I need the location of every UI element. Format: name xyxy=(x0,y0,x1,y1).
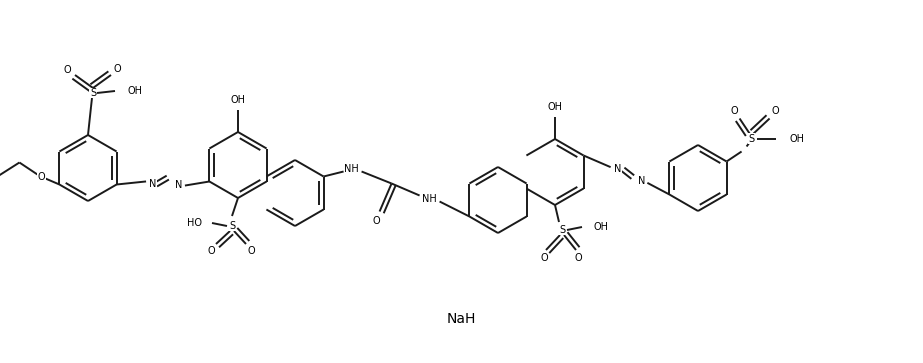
Text: N: N xyxy=(150,179,157,189)
Text: O: O xyxy=(63,65,71,75)
Text: OH: OH xyxy=(789,134,805,143)
Text: OH: OH xyxy=(593,222,608,232)
Text: NH: NH xyxy=(344,163,359,174)
Text: O: O xyxy=(731,106,738,115)
Text: OH: OH xyxy=(547,102,562,112)
Text: OH: OH xyxy=(231,95,246,105)
Text: O: O xyxy=(772,106,779,115)
Text: N: N xyxy=(614,164,621,174)
Text: O: O xyxy=(114,64,121,74)
Text: HO: HO xyxy=(187,218,202,228)
Text: NaH: NaH xyxy=(447,313,476,326)
Text: O: O xyxy=(207,246,215,256)
Text: O: O xyxy=(38,171,45,182)
Text: S: S xyxy=(559,225,565,235)
Text: S: S xyxy=(90,88,96,98)
Text: OH: OH xyxy=(127,86,142,96)
Text: O: O xyxy=(247,246,255,256)
Text: O: O xyxy=(574,253,581,263)
Text: O: O xyxy=(540,253,548,263)
Text: S: S xyxy=(229,221,235,231)
Text: N: N xyxy=(175,180,183,189)
Text: S: S xyxy=(749,134,755,143)
Text: NH: NH xyxy=(422,193,437,204)
Text: N: N xyxy=(638,176,645,186)
Text: O: O xyxy=(373,216,380,227)
